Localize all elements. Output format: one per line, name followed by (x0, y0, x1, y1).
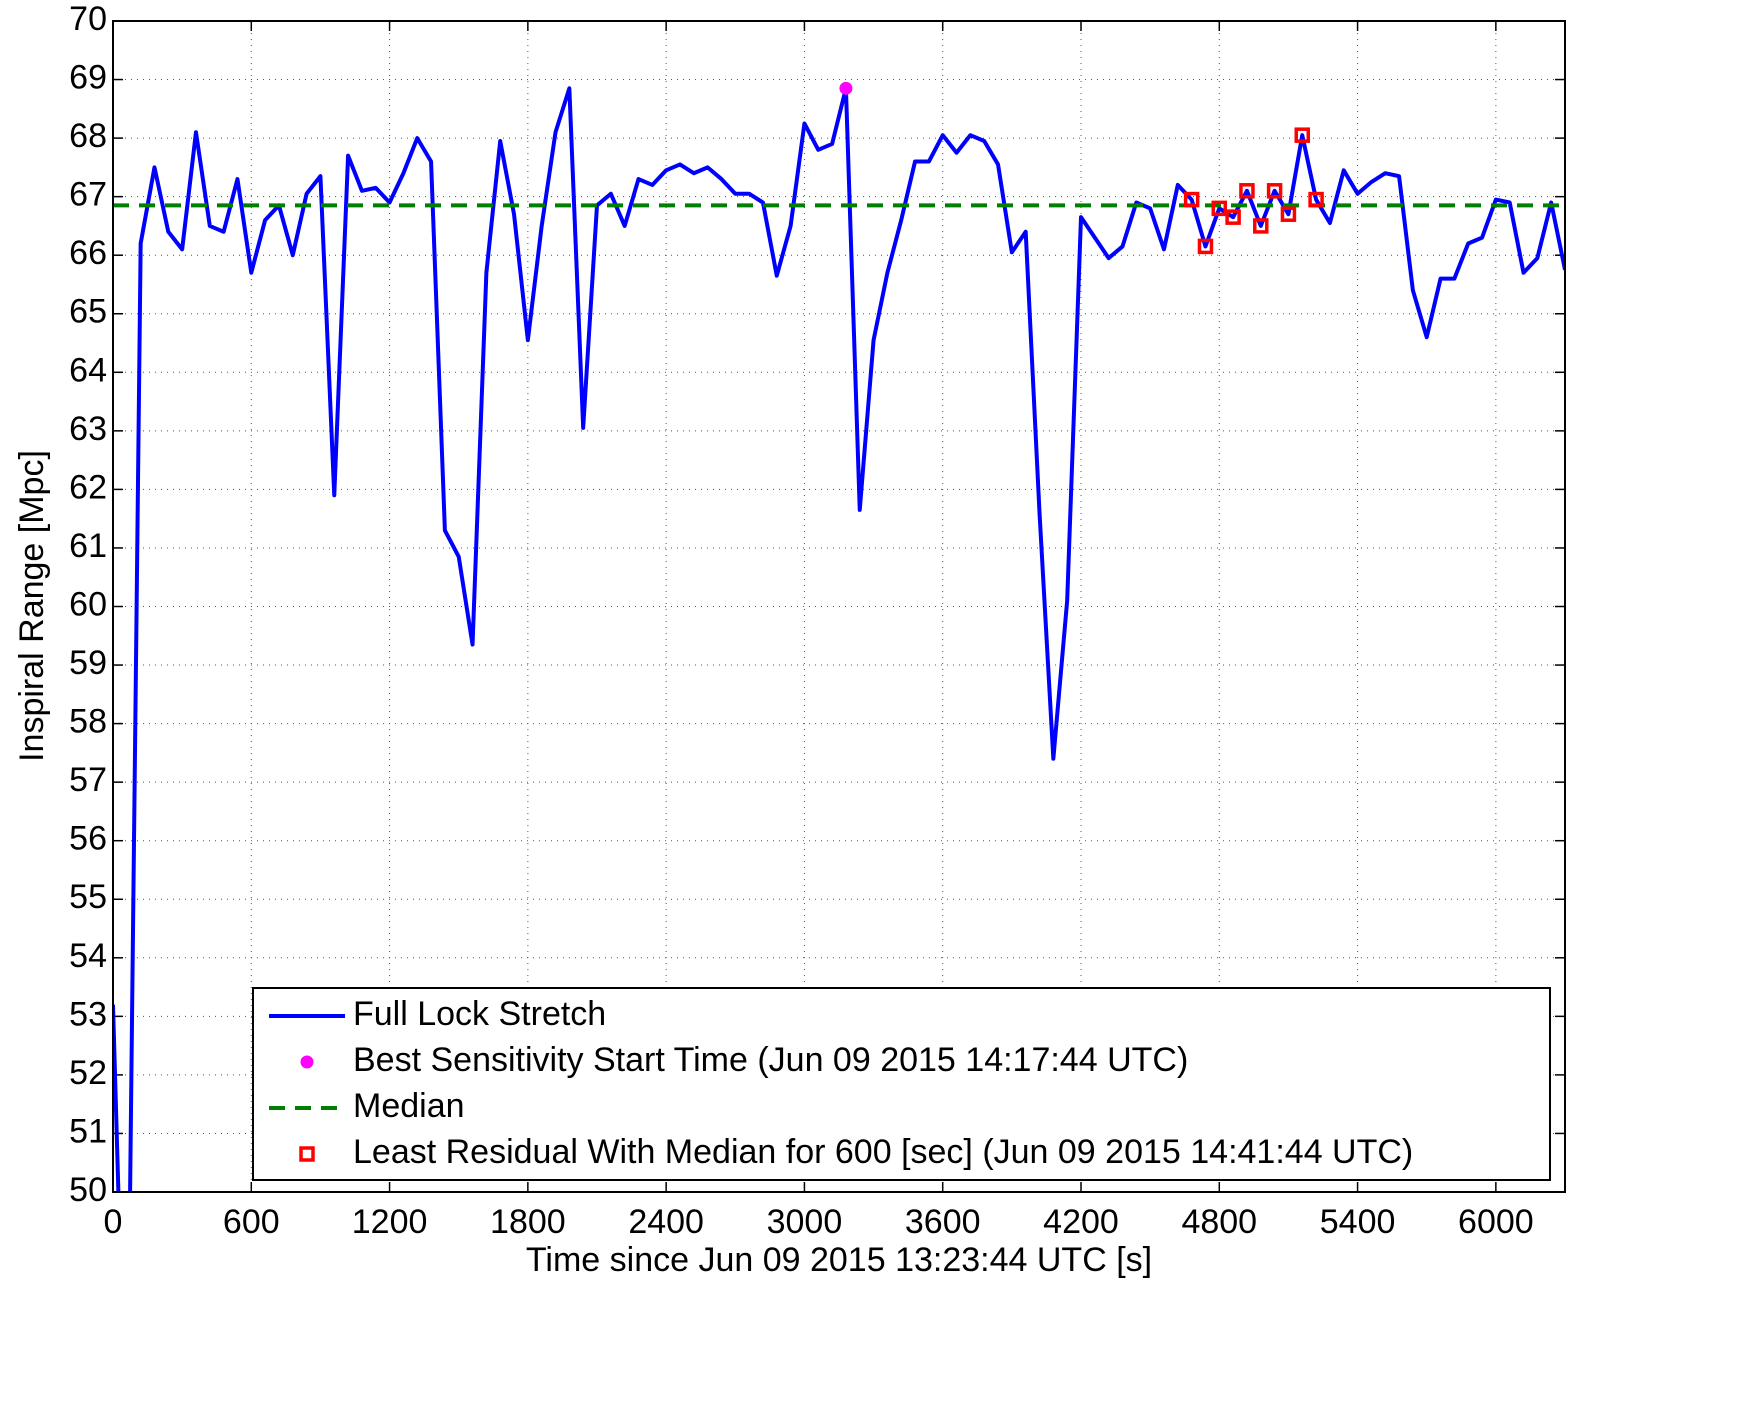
y-tick-label: 61 (69, 527, 107, 565)
y-tick-label: 56 (69, 820, 107, 858)
x-tick-label: 6000 (1458, 1203, 1534, 1241)
square-marker (1197, 238, 1214, 255)
legend-symbol (300, 1055, 314, 1069)
y-tick-label: 58 (69, 703, 107, 741)
y-tick-label: 70 (69, 0, 107, 38)
y-tick-label: 66 (69, 234, 107, 272)
x-tick-label: 1200 (352, 1203, 428, 1241)
legend-label: Full Lock Stretch (353, 995, 606, 1033)
y-tick-label: 50 (69, 1171, 107, 1209)
data-line (113, 86, 1565, 1192)
x-tick-label: 0 (104, 1203, 123, 1241)
square-marker (1280, 206, 1297, 222)
y-tick-label: 54 (69, 937, 107, 975)
y-tick-label: 51 (69, 1112, 107, 1150)
y-tick-label: 65 (69, 293, 107, 331)
legend-symbol (299, 1146, 315, 1162)
x-tick-label: 4800 (1181, 1203, 1257, 1241)
square-marker (1225, 209, 1241, 225)
x-tick-label: 3000 (767, 1203, 843, 1241)
y-axis-label: Inspiral Range [Mpc] (13, 450, 51, 762)
y-tick-label: 69 (69, 59, 107, 97)
x-tick-label: 2400 (628, 1203, 704, 1241)
x-tick-label: 1800 (490, 1203, 566, 1241)
x-tick-label: 600 (223, 1203, 280, 1241)
x-tick-label: 5400 (1320, 1203, 1396, 1241)
y-tick-label: 59 (69, 644, 107, 682)
plot-frame (112, 20, 1566, 1193)
dot-marker (839, 81, 853, 95)
y-tick-label: 62 (69, 468, 107, 506)
legend-label: Best Sensitivity Start Time (Jun 09 2015… (353, 1041, 1188, 1079)
y-tick-label: 68 (69, 117, 107, 155)
y-tick-label: 63 (69, 410, 107, 448)
x-tick-label: 4200 (1043, 1203, 1119, 1241)
square-marker (1211, 200, 1228, 217)
plot-area (113, 81, 1565, 1192)
square-marker (1266, 183, 1283, 199)
square-marker (1183, 191, 1200, 208)
y-tick-label: 67 (69, 176, 107, 214)
legend-label: Least Residual With Median for 600 [sec]… (353, 1133, 1413, 1171)
x-tick-label: 3600 (905, 1203, 981, 1241)
square-marker (1239, 183, 1255, 199)
legend-label: Median (353, 1087, 465, 1125)
y-tick-label: 53 (69, 995, 107, 1033)
square-marker (1253, 218, 1269, 234)
y-tick-label: 55 (69, 878, 107, 916)
x-axis-label: Time since Jun 09 2015 13:23:44 UTC [s] (526, 1241, 1152, 1279)
y-tick-label: 52 (69, 1054, 107, 1092)
square-marker (1308, 191, 1324, 208)
y-tick-label: 57 (69, 761, 107, 799)
y-tick-label: 64 (69, 351, 107, 389)
square-marker (1294, 127, 1311, 143)
y-tick-label: 60 (69, 585, 107, 623)
legend-box (252, 987, 1551, 1181)
